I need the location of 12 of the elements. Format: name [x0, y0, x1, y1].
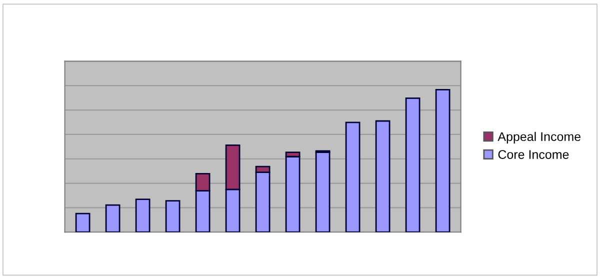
- bar: [135, 198, 150, 232]
- legend-label: Appeal Income: [498, 132, 581, 144]
- bar: [75, 212, 90, 232]
- bar: [285, 156, 300, 232]
- bar: [375, 120, 390, 232]
- bar: [405, 98, 420, 232]
- legend-label: Core Income: [498, 150, 569, 159]
- bar: [105, 204, 120, 232]
- bar: [315, 152, 330, 232]
- bar: [435, 88, 450, 232]
- bar: [165, 200, 180, 232]
- bar: [345, 122, 360, 232]
